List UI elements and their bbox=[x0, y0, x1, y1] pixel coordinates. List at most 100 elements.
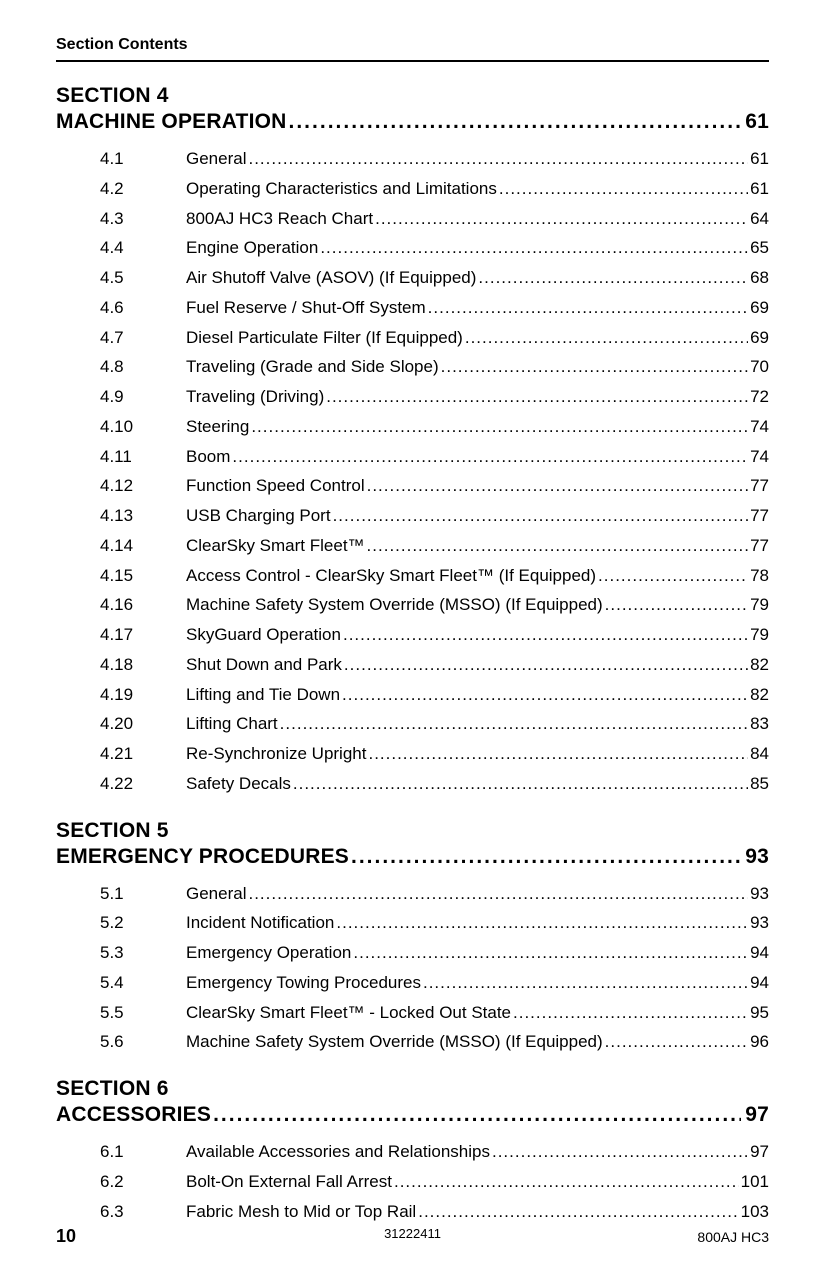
toc-entry: 4.14ClearSky Smart Fleet™...............… bbox=[56, 531, 769, 561]
toc-entry: 4.1General..............................… bbox=[56, 144, 769, 174]
toc-entry: 4.8Traveling (Grade and Side Slope).....… bbox=[56, 352, 769, 382]
section-entries: 5.1General..............................… bbox=[56, 879, 769, 1058]
dot-leaders: ........................................… bbox=[511, 998, 748, 1028]
entry-title: Diesel Particulate Filter (If Equipped) bbox=[186, 323, 463, 353]
entry-page: 82 bbox=[748, 650, 769, 680]
dot-leaders: ........................................… bbox=[439, 352, 748, 382]
entry-number: 4.13 bbox=[100, 501, 186, 531]
dot-leaders: ........................................… bbox=[324, 382, 748, 412]
toc-entry: 4.13USB Charging Port...................… bbox=[56, 501, 769, 531]
dot-leaders: ........................................… bbox=[351, 938, 748, 968]
page-footer: 10 31222411 800AJ HC3 bbox=[56, 1226, 769, 1247]
toc-entry: 4.6Fuel Reserve / Shut-Off System.......… bbox=[56, 293, 769, 323]
section-title: EMERGENCY PROCEDURES bbox=[56, 845, 349, 869]
toc-entry: 5.3Emergency Operation..................… bbox=[56, 938, 769, 968]
toc-entry: 4.12Function Speed Control..............… bbox=[56, 471, 769, 501]
entry-title: Safety Decals bbox=[186, 769, 291, 799]
entry-page: 72 bbox=[748, 382, 769, 412]
entry-title: ClearSky Smart Fleet™ - Locked Out State bbox=[186, 998, 511, 1028]
dot-leaders: ........................................… bbox=[463, 323, 748, 353]
toc-entry: 4.19Lifting and Tie Down................… bbox=[56, 680, 769, 710]
dot-leaders: ........................................… bbox=[603, 590, 748, 620]
entry-number: 6.2 bbox=[100, 1167, 186, 1197]
toc-entry: 4.18Shut Down and Park..................… bbox=[56, 650, 769, 680]
entry-number: 4.16 bbox=[100, 590, 186, 620]
entry-page: 83 bbox=[748, 709, 769, 739]
section-contents-label: Section Contents bbox=[56, 36, 769, 54]
dot-leaders: ........................................… bbox=[334, 908, 748, 938]
entry-title: Fuel Reserve / Shut-Off System bbox=[186, 293, 426, 323]
entry-title: USB Charging Port bbox=[186, 501, 331, 531]
toc-entry: 4.15Access Control - ClearSky Smart Flee… bbox=[56, 561, 769, 591]
entry-page: 64 bbox=[748, 204, 769, 234]
dot-leaders: ........................................… bbox=[246, 144, 748, 174]
entry-number: 4.4 bbox=[100, 233, 186, 263]
entry-title: Emergency Operation bbox=[186, 938, 351, 968]
dot-leaders: ........................................… bbox=[490, 1137, 748, 1167]
entry-title: Shut Down and Park bbox=[186, 650, 342, 680]
entry-title: General bbox=[186, 879, 246, 909]
entry-number: 5.5 bbox=[100, 998, 186, 1028]
toc-entry: 4.2Operating Characteristics and Limitat… bbox=[56, 174, 769, 204]
toc-entry: 4.4Engine Operation.....................… bbox=[56, 233, 769, 263]
section-title-row: MACHINE OPERATION.......................… bbox=[56, 110, 769, 134]
entry-number: 5.6 bbox=[100, 1027, 186, 1057]
entry-page: 94 bbox=[748, 968, 769, 998]
section-entries: 4.1General..............................… bbox=[56, 144, 769, 799]
entry-title: Access Control - ClearSky Smart Fleet™ (… bbox=[186, 561, 596, 591]
toc-entry: 5.2Incident Notification................… bbox=[56, 908, 769, 938]
dot-leaders: ........................................… bbox=[342, 650, 748, 680]
toc-entry: 4.10Steering............................… bbox=[56, 412, 769, 442]
dot-leaders: ........................................… bbox=[246, 879, 748, 909]
toc-entry: 4.22Safety Decals.......................… bbox=[56, 769, 769, 799]
entry-page: 77 bbox=[748, 501, 769, 531]
dot-leaders: ........................................… bbox=[392, 1167, 739, 1197]
entry-page: 79 bbox=[748, 620, 769, 650]
section-title: MACHINE OPERATION bbox=[56, 110, 287, 134]
entry-number: 4.7 bbox=[100, 323, 186, 353]
dot-leaders: ........................................… bbox=[365, 531, 749, 561]
toc-section: SECTION 6ACCESSORIES....................… bbox=[56, 1077, 769, 1226]
entry-page: 103 bbox=[739, 1197, 769, 1227]
entry-number: 4.17 bbox=[100, 620, 186, 650]
entry-title: Machine Safety System Override (MSSO) (I… bbox=[186, 1027, 603, 1057]
entry-number: 4.20 bbox=[100, 709, 186, 739]
entry-page: 69 bbox=[748, 323, 769, 353]
entry-page: 82 bbox=[748, 680, 769, 710]
dot-leaders: ........................................… bbox=[340, 680, 748, 710]
dot-leaders: ........................................… bbox=[291, 769, 748, 799]
entry-title: Bolt-On External Fall Arrest bbox=[186, 1167, 392, 1197]
dot-leaders: ........................................… bbox=[230, 442, 748, 472]
entry-title: Operating Characteristics and Limitation… bbox=[186, 174, 497, 204]
entry-page: 84 bbox=[748, 739, 769, 769]
toc-entry: 6.2Bolt-On External Fall Arrest.........… bbox=[56, 1167, 769, 1197]
entry-number: 4.11 bbox=[100, 442, 186, 472]
section-page: 97 bbox=[741, 1103, 769, 1127]
entry-title: SkyGuard Operation bbox=[186, 620, 341, 650]
dot-leaders: ........................................… bbox=[318, 233, 748, 263]
dot-leaders: ........................................… bbox=[349, 845, 741, 869]
footer-page-number: 10 bbox=[56, 1226, 76, 1247]
toc-entry: 4.16Machine Safety System Override (MSSO… bbox=[56, 590, 769, 620]
toc-entry: 4.7Diesel Particulate Filter (If Equippe… bbox=[56, 323, 769, 353]
entry-title: Lifting Chart bbox=[186, 709, 278, 739]
entry-number: 4.1 bbox=[100, 144, 186, 174]
section-title: ACCESSORIES bbox=[56, 1103, 211, 1127]
section-title-row: ACCESSORIES.............................… bbox=[56, 1103, 769, 1127]
toc-entry: 4.21Re-Synchronize Upright..............… bbox=[56, 739, 769, 769]
entry-number: 4.21 bbox=[100, 739, 186, 769]
dot-leaders: ........................................… bbox=[421, 968, 748, 998]
table-of-contents: SECTION 4MACHINE OPERATION..............… bbox=[56, 84, 769, 1226]
entry-title: Steering bbox=[186, 412, 249, 442]
entry-page: 95 bbox=[748, 998, 769, 1028]
section-entries: 6.1Available Accessories and Relationshi… bbox=[56, 1137, 769, 1226]
toc-entry: 4.20Lifting Chart.......................… bbox=[56, 709, 769, 739]
entry-title: Machine Safety System Override (MSSO) (I… bbox=[186, 590, 603, 620]
toc-entry: 4.5Air Shutoff Valve (ASOV) (If Equipped… bbox=[56, 263, 769, 293]
dot-leaders: ........................................… bbox=[249, 412, 748, 442]
entry-page: 93 bbox=[748, 879, 769, 909]
entry-page: 77 bbox=[748, 471, 769, 501]
dot-leaders: ........................................… bbox=[373, 204, 748, 234]
entry-page: 78 bbox=[748, 561, 769, 591]
entry-page: 61 bbox=[748, 174, 769, 204]
